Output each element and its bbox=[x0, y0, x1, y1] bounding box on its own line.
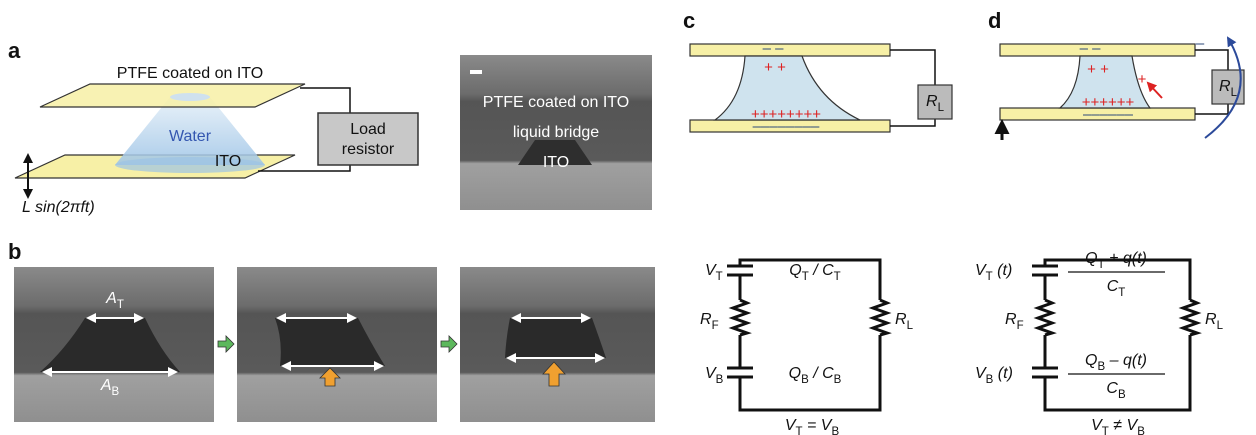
label-part: A bbox=[100, 377, 112, 394]
subscript: F bbox=[1017, 320, 1024, 332]
liquid-top bbox=[170, 93, 210, 101]
charge: + + bbox=[1087, 61, 1109, 78]
resistor-label: RF bbox=[700, 311, 719, 332]
resistor-label: RL bbox=[1205, 311, 1224, 332]
subscript: T bbox=[796, 426, 803, 435]
label-part: C bbox=[1107, 278, 1119, 295]
fraction-numerator: QT + q(t) bbox=[1085, 250, 1147, 271]
charge: + bbox=[1138, 71, 1147, 88]
label-part: (t) bbox=[993, 365, 1013, 382]
label-part: Q bbox=[1085, 250, 1097, 267]
circuit-wire bbox=[740, 260, 880, 410]
subscript: T bbox=[1102, 426, 1109, 435]
resistor bbox=[1038, 300, 1197, 335]
label-part: R bbox=[926, 93, 938, 110]
fraction-denominator: CB bbox=[1106, 380, 1126, 401]
label-part: Q bbox=[1085, 352, 1097, 369]
subscript: T bbox=[1118, 287, 1125, 299]
charge: –––––– bbox=[1083, 106, 1134, 123]
resistor-label: RF bbox=[1005, 311, 1024, 332]
charge: – bbox=[1196, 35, 1205, 52]
subscript: T bbox=[986, 271, 993, 283]
panel-label: a bbox=[8, 38, 21, 63]
charge: –––––––– bbox=[753, 118, 820, 135]
panel-c-drawing bbox=[690, 44, 952, 410]
label-part: = V bbox=[803, 417, 833, 434]
step-arrow bbox=[218, 336, 234, 352]
label-part: (t) bbox=[993, 262, 1013, 279]
panel-label: b bbox=[8, 239, 21, 264]
capacitor-label: VB bbox=[705, 365, 724, 386]
subscript: T bbox=[834, 271, 841, 283]
label-part: A bbox=[105, 290, 117, 307]
charge: + + bbox=[764, 59, 786, 76]
label-part: – q(t) bbox=[1105, 352, 1147, 369]
photo-label: PTFE coated on ITO bbox=[483, 94, 629, 111]
subscript: F bbox=[712, 320, 719, 332]
charge-arrow bbox=[1148, 83, 1162, 98]
capacitor-label: VT bbox=[705, 262, 723, 283]
label-part: + q(t) bbox=[1105, 250, 1147, 267]
label-part: R bbox=[895, 311, 907, 328]
resistor-label: RL bbox=[895, 311, 914, 332]
label-part: Q bbox=[789, 262, 801, 279]
liquid-label: Water bbox=[169, 128, 212, 145]
load-label: resistor bbox=[342, 141, 395, 158]
scale-bar bbox=[470, 70, 482, 74]
subscript: B bbox=[831, 426, 839, 435]
subscript: L bbox=[1217, 320, 1224, 332]
subscript: L bbox=[907, 320, 914, 332]
subscript: T bbox=[117, 299, 124, 311]
panel-label: c bbox=[683, 8, 695, 33]
subscript: B bbox=[834, 374, 842, 386]
label-part: / C bbox=[809, 365, 834, 382]
subscript: T bbox=[802, 271, 809, 283]
label-part: C bbox=[1106, 380, 1118, 397]
label-part: R bbox=[1005, 311, 1017, 328]
plate-label: PTFE coated on ITO bbox=[117, 65, 263, 82]
subscript: B bbox=[1137, 426, 1145, 435]
label-part: R bbox=[1205, 311, 1217, 328]
plate-label: ITO bbox=[215, 153, 241, 170]
subscript: B bbox=[1118, 389, 1126, 401]
top-plate bbox=[690, 44, 890, 56]
photo-label: liquid bridge bbox=[513, 124, 599, 141]
subscript: L bbox=[938, 102, 945, 114]
motion-label: L sin(2πft) bbox=[22, 199, 95, 216]
figure: abcdPTFE coated on ITOWaterITOLoadresist… bbox=[0, 0, 1256, 435]
label-part: ≠ V bbox=[1109, 417, 1139, 434]
fraction-numerator: QB – q(t) bbox=[1085, 352, 1147, 373]
relation-label: VT ≠ VB bbox=[1091, 417, 1145, 435]
subscript: T bbox=[1098, 259, 1105, 271]
charge-label: QB / CB bbox=[789, 365, 842, 386]
label-part: R bbox=[1219, 78, 1231, 95]
photo-label: ITO bbox=[543, 154, 569, 171]
panel-label: d bbox=[988, 8, 1001, 33]
resistor bbox=[733, 300, 887, 335]
capacitor-label: VT (t) bbox=[975, 262, 1012, 283]
liquid-base bbox=[115, 157, 265, 173]
charge: – – bbox=[1080, 40, 1102, 57]
label-part: / C bbox=[809, 262, 834, 279]
relation-label: VT = VB bbox=[785, 417, 840, 435]
subscript: B bbox=[111, 386, 119, 398]
subscript: B bbox=[716, 374, 724, 386]
load-label: Load bbox=[350, 121, 386, 138]
step-arrow bbox=[441, 336, 457, 352]
photo-liquid bbox=[505, 318, 606, 358]
label-part: R bbox=[700, 311, 712, 328]
subscript: T bbox=[716, 271, 723, 283]
charge: – – bbox=[763, 40, 785, 57]
capacitor-label: VB (t) bbox=[975, 365, 1013, 386]
fraction-denominator: CT bbox=[1107, 278, 1126, 299]
label-part: Q bbox=[789, 365, 801, 382]
charge-label: QT / CT bbox=[789, 262, 840, 283]
subscript: L bbox=[1231, 87, 1238, 99]
